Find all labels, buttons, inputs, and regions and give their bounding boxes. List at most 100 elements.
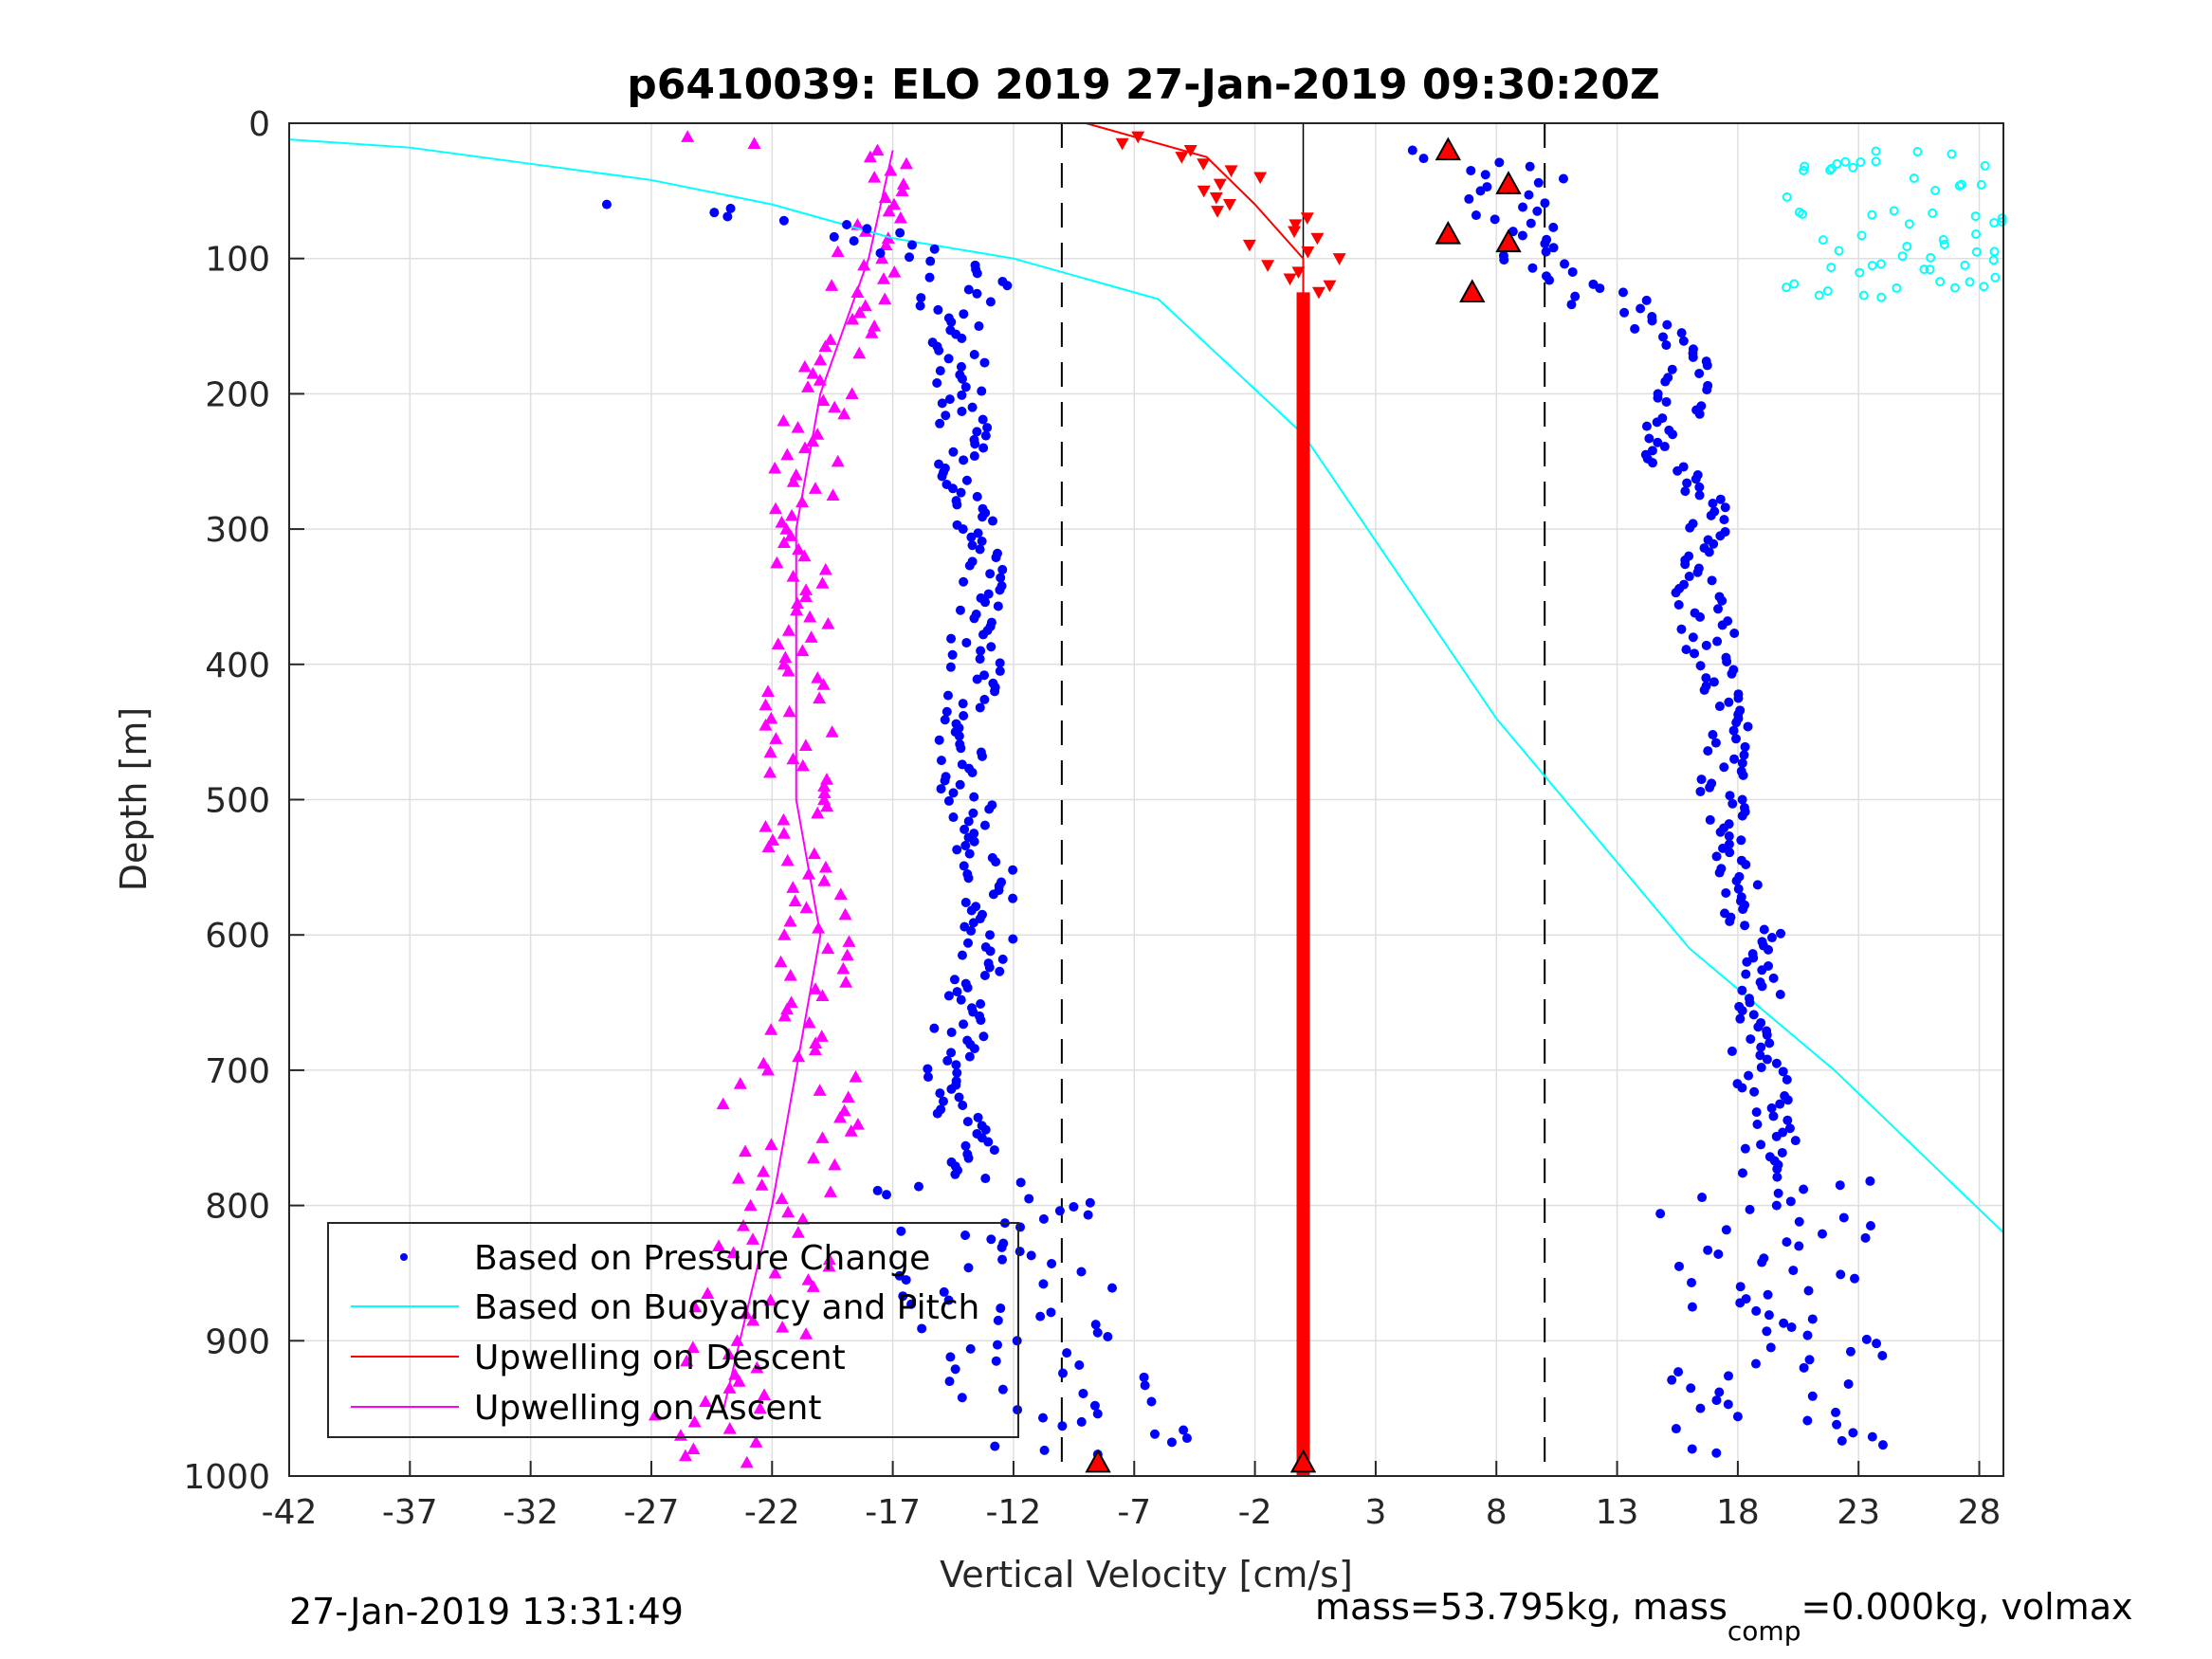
ascent-upwelling-marker	[839, 975, 853, 988]
pressure-change-point	[1715, 494, 1726, 504]
pressure-change-point	[963, 816, 974, 827]
pressure-change-point	[829, 231, 839, 242]
axis-ticks: -42 -37 -32 -27 -22 -17 -12 -7 -2 3 8 13 18 23 28 0 100 2…	[183, 105, 2001, 1532]
pressure-change-point	[950, 1169, 960, 1179]
ascent-upwelling-marker	[801, 380, 815, 392]
pressure-change-point	[1705, 814, 1715, 825]
pressure-change-point	[991, 857, 1001, 867]
ascent-upwelling-marker	[743, 1198, 758, 1212]
pressure-change-point	[1083, 1210, 1093, 1220]
pressure-change-point	[1724, 697, 1734, 707]
series-upwelling-on-ascent	[648, 130, 913, 1468]
buoyancy-pitch-marker	[1855, 267, 1865, 278]
ascent-upwelling-marker	[786, 881, 800, 893]
pressure-change-point	[1772, 1172, 1782, 1182]
legend-label-pressure: Based on Pressure Change	[474, 1239, 930, 1278]
descent-upwelling-marker	[1211, 206, 1225, 218]
ascent-upwelling-marker	[833, 887, 848, 900]
ascent-upwelling-marker	[746, 1232, 760, 1245]
pressure-change-point	[960, 382, 971, 392]
ascent-upwelling-marker	[777, 827, 791, 839]
ascent-upwelling-marker	[797, 359, 812, 373]
buoyancy-pitch-marker	[1789, 279, 1800, 289]
pressure-change-point	[944, 394, 955, 405]
pressure-change-point	[1480, 170, 1490, 180]
y-tick-label: 0	[248, 105, 270, 144]
footer-timestamp: 27-Jan-2019 13:31:49	[289, 1591, 684, 1632]
pressure-change-point	[1566, 300, 1577, 310]
pressure-change-point	[958, 1101, 968, 1111]
ascent-upwelling-marker	[764, 711, 778, 724]
pressure-change-point	[1730, 734, 1741, 744]
pressure-change-point	[978, 1031, 989, 1042]
ascent-upwelling-marker	[781, 1205, 795, 1218]
pressure-change-point	[969, 451, 979, 462]
ascent-upwelling-marker	[814, 353, 828, 366]
ascent-upwelling-marker	[844, 1124, 858, 1137]
ascent-upwelling-marker	[739, 1144, 753, 1158]
ascent-upwelling-marker	[804, 630, 818, 643]
pressure-change-point	[1763, 1289, 1773, 1300]
pressure-change-point	[1782, 1237, 1792, 1248]
pressure-change-point	[1711, 1448, 1722, 1458]
legend: Based on Pressure Change Based on Buoyan…	[327, 1222, 1019, 1438]
ascent-upwelling-marker	[821, 941, 835, 955]
pressure-change-point	[872, 1185, 883, 1195]
pressure-change-point	[940, 715, 950, 725]
x-tick-label: -7	[1117, 1493, 1151, 1532]
descent-upwelling-marker	[1222, 199, 1236, 211]
pressure-change-point	[1567, 266, 1578, 277]
pressure-change-point	[1768, 973, 1779, 983]
descent-upwelling-marker	[1261, 260, 1275, 272]
pressure-change-point	[964, 1051, 975, 1062]
pressure-change-point	[987, 516, 997, 526]
pressure-change-point	[1732, 1412, 1743, 1422]
buoyancy-pitch-marker	[1876, 292, 1887, 302]
pressure-change-point	[898, 1291, 908, 1302]
pressure-change-point	[1775, 1099, 1785, 1109]
footer-mass-main: mass=53.795kg, mass	[1315, 1586, 1728, 1628]
pressure-change-point	[1713, 604, 1724, 614]
pressure-change-point	[1804, 1355, 1815, 1365]
pressure-change-point	[933, 304, 943, 315]
pressure-change-point	[1687, 1277, 1697, 1287]
pressure-change-point	[1727, 668, 1737, 679]
pressure-change-point	[947, 483, 958, 494]
pressure-change-point	[1751, 1305, 1762, 1316]
pressure-change-point	[882, 1190, 892, 1200]
pressure-change-point	[1661, 340, 1672, 351]
pressure-change-point	[1690, 648, 1700, 659]
pressure-change-point	[1149, 1429, 1160, 1439]
pressure-change-point	[1752, 1119, 1763, 1129]
pressure-change-point	[1540, 239, 1550, 249]
pressure-change-point	[1877, 1440, 1888, 1450]
pressure-change-point	[1733, 884, 1744, 894]
pressure-change-point	[978, 512, 988, 522]
pressure-change-point	[951, 1060, 961, 1070]
descent-upwelling-marker	[1283, 273, 1297, 286]
pressure-change-point	[1751, 1107, 1762, 1118]
pressure-change-point	[923, 1064, 933, 1074]
pressure-change-point	[1688, 632, 1698, 643]
descent-upwelling-marker	[1300, 212, 1314, 225]
pressure-change-point	[973, 1112, 983, 1122]
ascent-upwelling-marker	[863, 150, 877, 163]
y-tick-label: 900	[205, 1322, 270, 1361]
pressure-change-point	[1838, 1212, 1849, 1223]
pressure-change-point	[1785, 1196, 1796, 1207]
pressure-change-point	[1713, 1249, 1724, 1259]
pressure-change-point	[955, 605, 965, 615]
pressure-change-point	[1743, 721, 1753, 732]
pressure-change-point	[913, 1181, 923, 1192]
pressure-change-point	[947, 649, 958, 660]
pressure-change-point	[1694, 482, 1705, 492]
buoyancy-pitch-marker	[1889, 206, 1899, 216]
descent-upwelling-marker	[1289, 219, 1303, 232]
ascent-upwelling-marker	[733, 1077, 747, 1089]
pressure-change-point	[972, 288, 982, 299]
ascent-upwelling-marker	[732, 1375, 746, 1387]
pressure-change-point	[935, 418, 945, 428]
series-buoyancy-and-pitch	[288, 138, 2007, 1233]
pressure-change-point	[957, 374, 967, 384]
